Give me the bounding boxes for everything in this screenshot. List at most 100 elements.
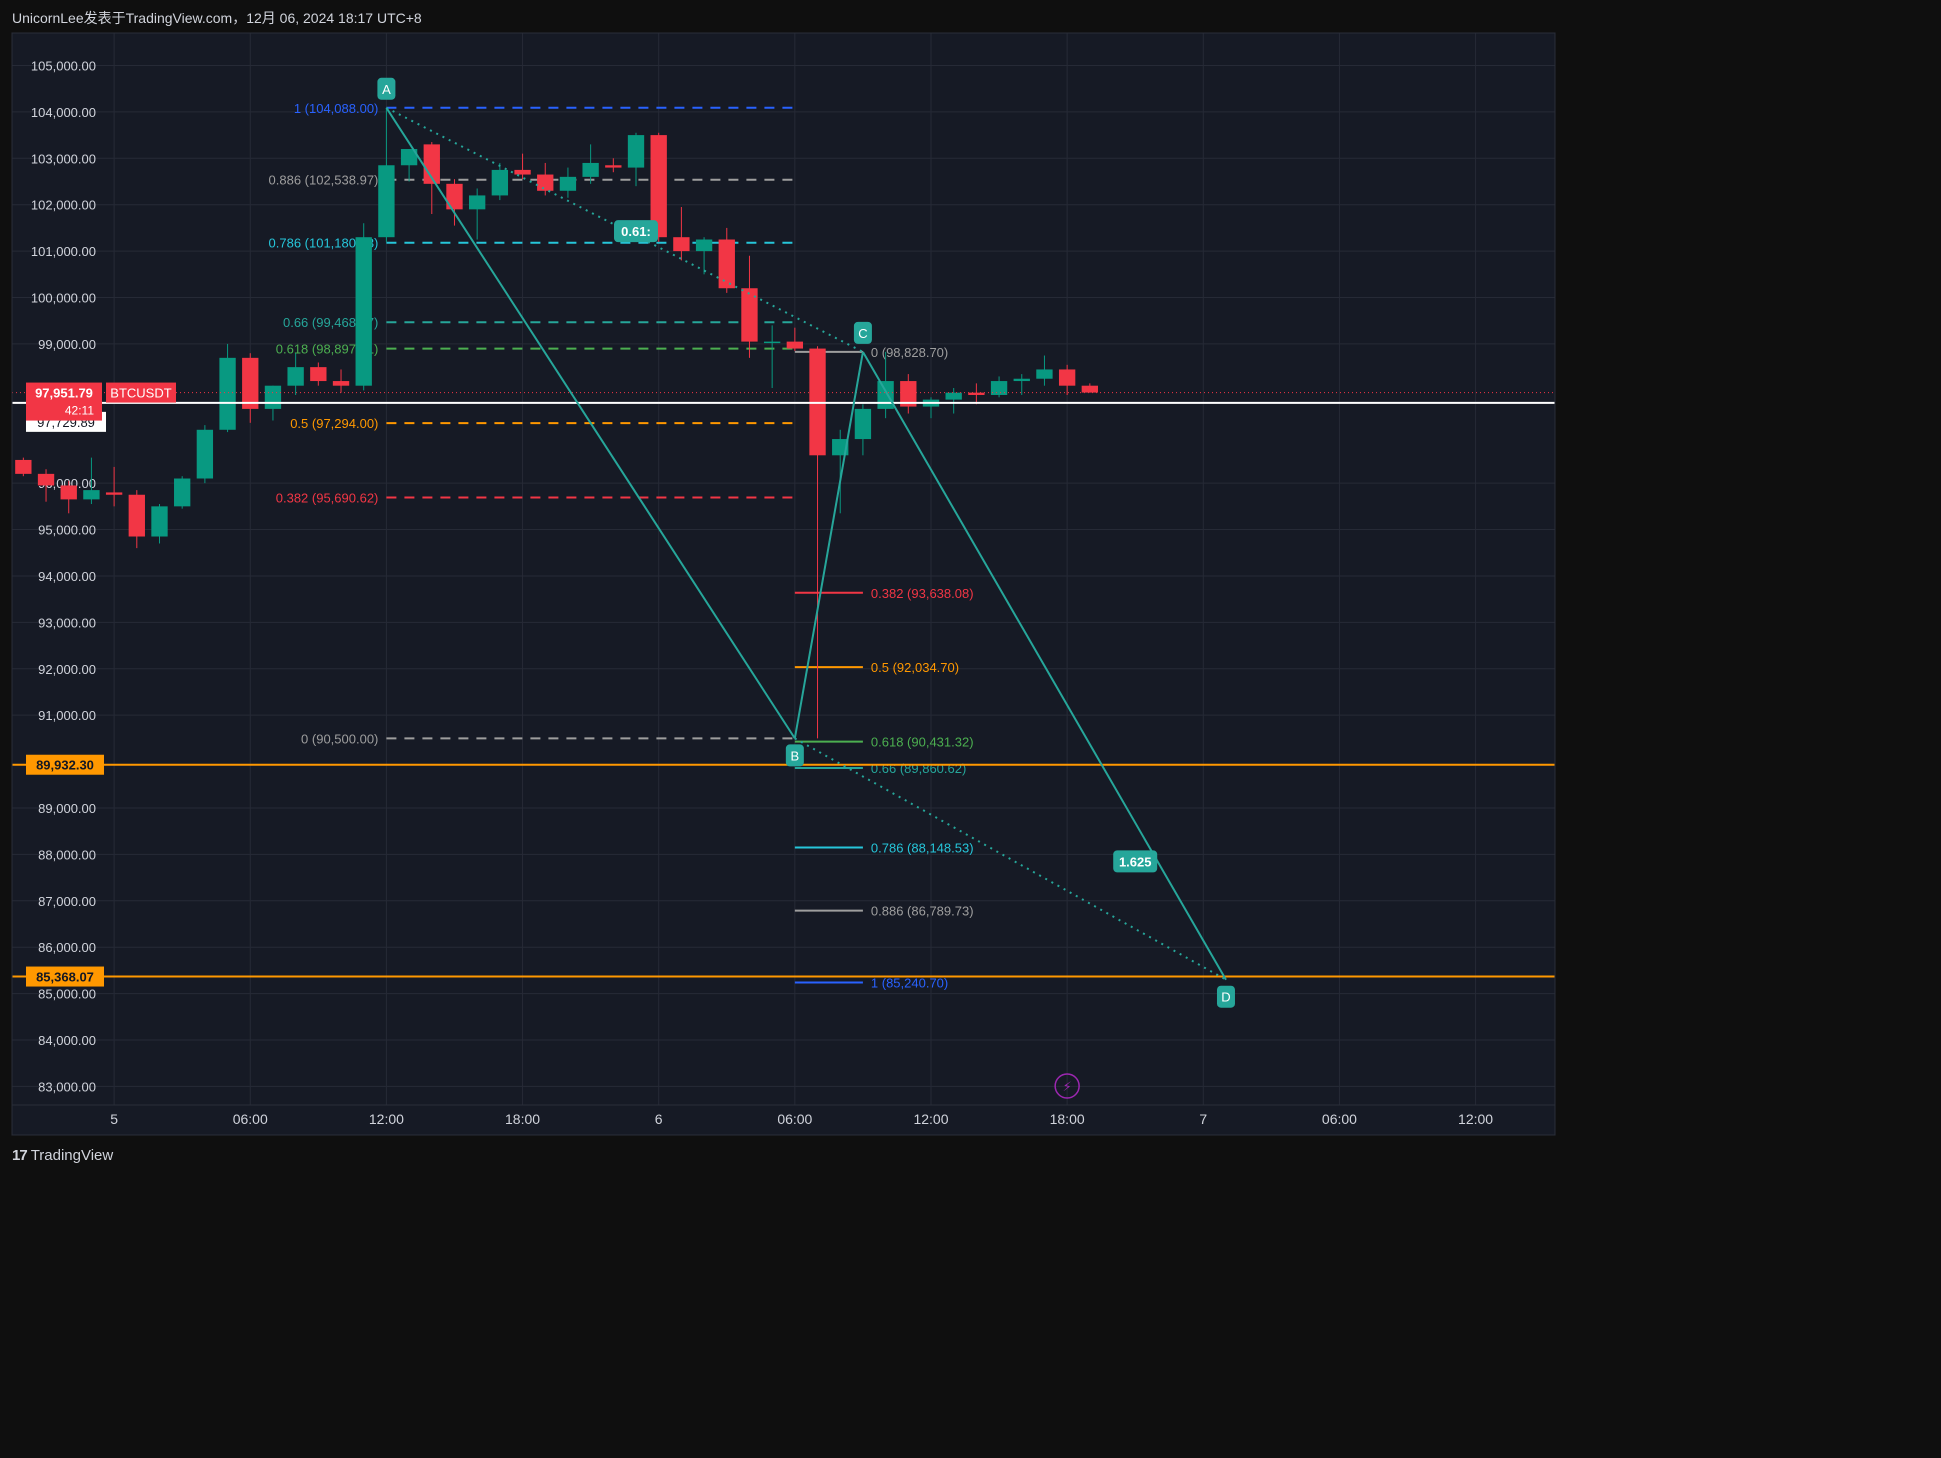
candle-body[interactable] [378,165,395,238]
candle-body[interactable] [196,429,214,479]
candle-body[interactable] [174,478,191,507]
pattern-point-badge[interactable] [853,321,872,344]
pattern-leg[interactable] [385,107,796,739]
candle-body[interactable] [673,237,690,252]
candle-body[interactable] [695,239,713,252]
pattern-leg[interactable] [862,351,1227,981]
candle-body[interactable] [832,439,849,456]
pattern-point-badge[interactable] [785,744,804,767]
fib-level-label: 0.382 (93,638.08) [871,586,974,601]
fib-level-label: 1 (85,240.70) [871,975,948,990]
y-tick-label: 92,000.00 [38,662,96,677]
candle-body[interactable] [650,135,667,238]
candle-body[interactable] [60,485,77,500]
y-tick-label: 101,000.00 [31,244,96,259]
candle-body[interactable] [15,459,32,474]
chart-pane [12,33,1555,1135]
candle-body[interactable] [287,367,304,386]
y-tick-label: 89,000.00 [38,801,96,816]
candle-body[interactable] [1058,369,1076,386]
chart-border [11,32,1556,1136]
pattern-point-label: B [791,748,800,763]
candle-body[interactable] [446,183,463,210]
price-chart[interactable]: 105,000.00 104,000.00 103,000.00 102,000.00… [0,0,1568,1140]
y-tick-label: 93,000.00 [38,615,96,630]
fib-level-label: 0 (98,828.70) [871,345,948,360]
candle-body[interactable] [1036,369,1053,379]
candle-body[interactable] [990,381,1008,395]
candle-body[interactable] [763,341,781,344]
fib-level-label: 0.786 (88,148.53) [871,841,974,856]
x-tick-label: 06:00 [233,1111,268,1127]
lightning-glyph: ⚡ [1063,1079,1072,1094]
pattern-point-badge[interactable] [1216,985,1235,1008]
current-price-tag [26,382,102,421]
tradingview-footer[interactable]: 17 TradingView [12,1147,113,1164]
candle-body[interactable] [582,162,599,177]
y-tick-label: 103,000.00 [31,151,96,166]
pattern-ratio-badge [614,220,659,243]
candle-body[interactable] [627,135,645,168]
candle-body[interactable] [900,381,917,407]
candle-body[interactable] [219,357,236,430]
y-tick-label: 88,000.00 [38,847,96,862]
candle-body[interactable] [854,408,872,440]
candle-body[interactable] [242,357,259,409]
candle-body[interactable] [514,169,531,175]
y-tick-label: 91,000.00 [38,708,96,723]
current-price-label: 97,951.79 [35,386,93,401]
fib-level-label: 0.886 (102,538.97) [269,173,379,188]
y-tick-label: 83,000.00 [38,1079,96,1094]
y-tick-label: 86,000.00 [38,940,96,955]
candle-body[interactable] [400,149,418,166]
candle-body[interactable] [264,385,282,409]
candle-body[interactable] [877,381,894,409]
pattern-leg[interactable] [793,351,864,739]
y-tick-label: 84,000.00 [38,1033,96,1048]
pattern-point-badge[interactable] [377,77,396,100]
candle-body[interactable] [423,144,440,184]
candle-body[interactable] [469,195,486,210]
y-tick-label: 102,000.00 [31,198,96,213]
x-tick-label: 12:00 [1458,1111,1493,1127]
candle-body[interactable] [491,169,509,196]
candle-body[interactable] [1013,378,1030,382]
x-tick-label: 18:00 [505,1111,540,1127]
lightning-icon[interactable] [1054,1073,1080,1099]
symbol-tag [106,382,176,403]
candle-body[interactable] [968,392,985,395]
fib-level-label: 0.66 (99,468.17) [283,315,378,330]
candle-body[interactable] [128,494,145,537]
candle-body[interactable] [105,492,123,495]
candle-body[interactable] [37,473,55,486]
pattern-ratio-badge [1113,850,1158,873]
candle-body[interactable] [83,490,100,500]
candle-body[interactable] [310,367,327,382]
horizontal-line-price-tag [26,966,104,987]
pattern-point-label: A [382,82,391,97]
candle-body[interactable] [718,239,735,289]
fib-level-label: 0 (90,500.00) [301,731,378,746]
candle-body[interactable] [537,174,554,191]
candle-body[interactable] [945,392,962,400]
candle-body[interactable] [559,176,577,191]
fib-level-label: 0.66 (89,860.62) [871,761,966,776]
candle-body[interactable] [605,165,622,168]
horizontal-line-price-label: 85,368.07 [36,970,94,985]
candle-body[interactable] [332,381,350,386]
candle-body[interactable] [151,506,168,537]
y-tick-label: 104,000.00 [31,105,96,120]
tradingview-brand: TradingView [30,1147,114,1164]
y-tick-label: 99,000.00 [38,337,96,352]
candle-body[interactable] [741,288,758,342]
fib-level-label: 0.886 (86,789.73) [871,904,974,919]
fib-level-label: 0.5 (97,294.00) [290,416,378,431]
y-tick-label: 87,000.00 [38,894,96,909]
candle-body[interactable] [786,341,804,349]
pattern-ratio-label: 1.625 [1119,854,1152,869]
fib-level-label: 0.786 (101,180.63) [269,236,379,251]
candle-body[interactable] [355,237,372,386]
candle-body[interactable] [1081,385,1098,393]
fib-level-label: 0.618 (90,431.32) [871,735,974,750]
x-tick-label: 6 [655,1111,663,1127]
